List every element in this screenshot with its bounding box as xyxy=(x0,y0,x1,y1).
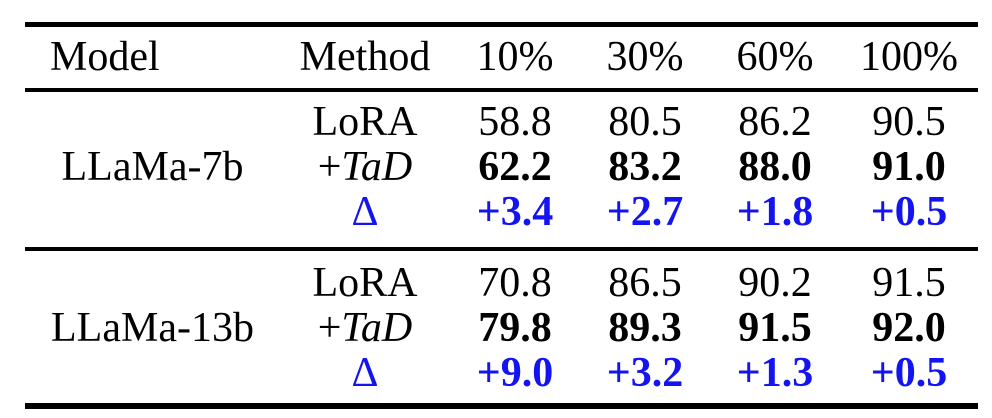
plus-sign: + xyxy=(317,144,342,190)
column-header-method: Method xyxy=(299,34,431,80)
delta-value-60: +1.3 xyxy=(736,350,814,396)
column-header-model: Model xyxy=(50,34,160,80)
value-tad-10: 62.2 xyxy=(478,144,552,190)
column-header-ratio-100: 100% xyxy=(860,34,958,80)
top-rule xyxy=(25,22,978,27)
plus-sign: + xyxy=(317,305,342,351)
delta-symbol: Δ xyxy=(351,350,379,396)
value-lora-100: 91.5 xyxy=(872,260,946,306)
method-label-lora: LoRA xyxy=(312,260,418,306)
value-tad-30: 89.3 xyxy=(608,305,682,351)
value-lora-30: 80.5 xyxy=(608,99,682,145)
value-lora-10: 58.8 xyxy=(478,99,552,145)
group-llama-13b: LLaMa-13b LoRA 70.8 86.5 90.2 91.5 + TaD … xyxy=(25,251,978,403)
method-label-tad: + TaD xyxy=(280,145,450,190)
value-lora-30: 86.5 xyxy=(608,260,682,306)
column-header-ratio-10: 10% xyxy=(476,34,554,80)
value-tad-60: 88.0 xyxy=(738,144,812,190)
model-name: LLaMa-7b xyxy=(61,144,244,190)
header-rule xyxy=(25,88,978,92)
value-lora-60: 90.2 xyxy=(738,260,812,306)
group-llama-7b: LLaMa-7b LoRA 58.8 80.5 86.2 90.5 + TaD 6… xyxy=(25,92,978,247)
value-tad-30: 83.2 xyxy=(608,144,682,190)
delta-value-100: +0.5 xyxy=(870,350,948,396)
delta-value-10: +3.4 xyxy=(476,189,554,235)
value-tad-60: 91.5 xyxy=(738,305,812,351)
value-lora-10: 70.8 xyxy=(478,260,552,306)
column-header-ratio-30: 30% xyxy=(606,34,684,80)
table-header-row: Model Method 10% 30% 60% 100% xyxy=(25,27,978,88)
delta-value-30: +3.2 xyxy=(606,350,684,396)
value-tad-100: 91.0 xyxy=(872,144,946,190)
results-table: Model Method 10% 30% 60% 100% LLaMa-7b L… xyxy=(25,22,978,409)
value-tad-100: 92.0 xyxy=(872,305,946,351)
section-rule xyxy=(25,247,978,251)
column-header-ratio-60: 60% xyxy=(736,34,814,80)
delta-value-10: +9.0 xyxy=(476,350,554,396)
value-tad-10: 79.8 xyxy=(478,305,552,351)
value-lora-60: 86.2 xyxy=(738,99,812,145)
delta-value-30: +2.7 xyxy=(606,189,684,235)
delta-symbol: Δ xyxy=(351,189,379,235)
bottom-rule xyxy=(25,403,978,409)
method-label-lora: LoRA xyxy=(312,99,418,145)
delta-value-100: +0.5 xyxy=(870,189,948,235)
delta-value-60: +1.8 xyxy=(736,189,814,235)
value-lora-100: 90.5 xyxy=(872,99,946,145)
tad-name: TaD xyxy=(341,305,413,351)
model-name: LLaMa-13b xyxy=(51,305,254,351)
method-label-tad: + TaD xyxy=(280,306,450,351)
tad-name: TaD xyxy=(341,144,413,190)
